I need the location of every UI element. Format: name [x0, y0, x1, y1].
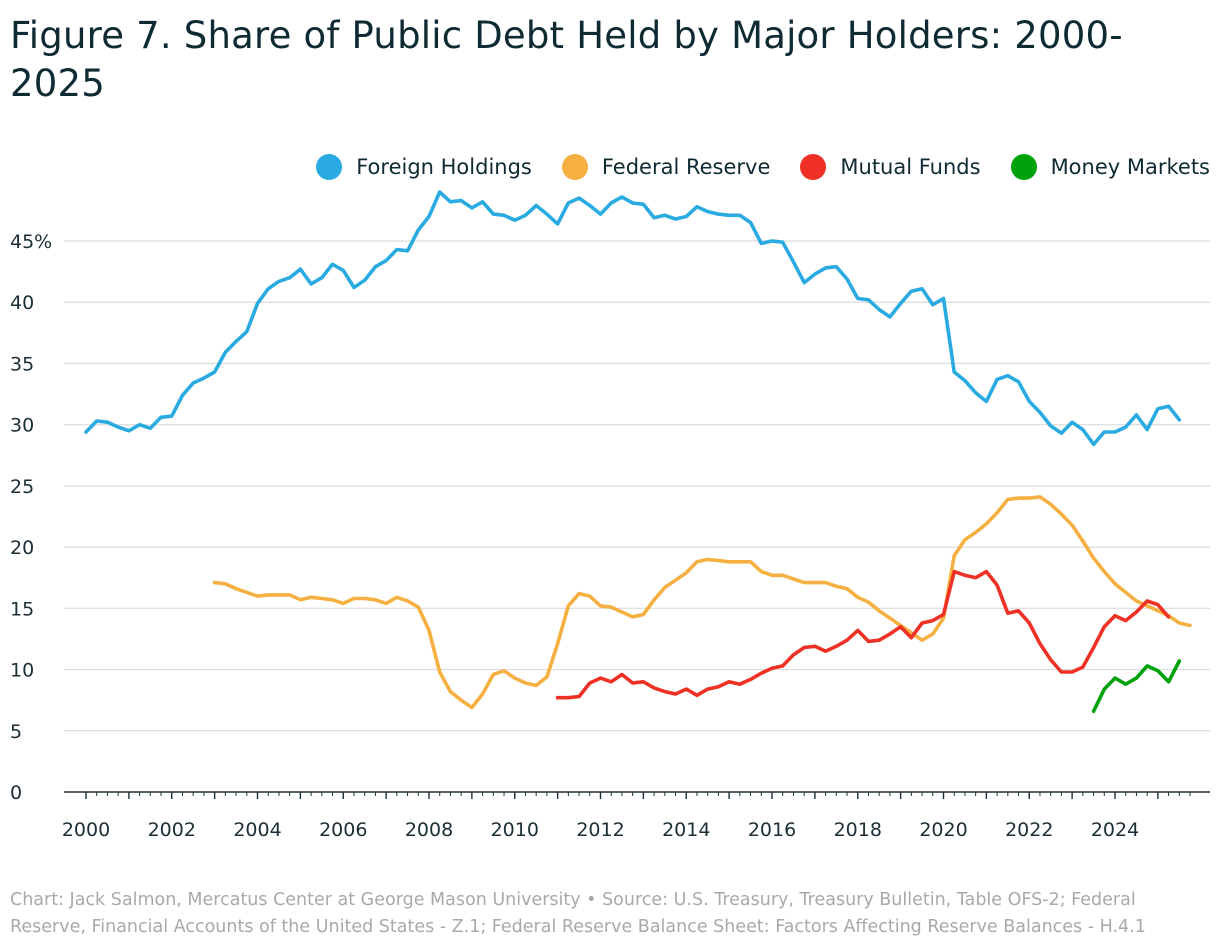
x-tick-label-2020: 2020 — [919, 819, 967, 841]
y-tick-label-30: 30 — [10, 415, 34, 437]
x-tick-label-2000: 2000 — [62, 819, 110, 841]
x-tick-label-2014: 2014 — [662, 819, 710, 841]
y-tick-label-0: 0 — [10, 782, 22, 804]
y-tick-label-15: 15 — [10, 598, 34, 620]
x-tick-label-2002: 2002 — [148, 819, 196, 841]
y-tick-label-5: 5 — [10, 721, 22, 743]
legend-label-money-markets: Money Markets — [1050, 155, 1210, 179]
source-note: Chart: Jack Salmon, Mercatus Center at G… — [10, 890, 1146, 937]
x-tick-label-2012: 2012 — [576, 819, 624, 841]
y-tick-label-35: 35 — [10, 353, 34, 375]
y-tick-label-45: 45% — [10, 231, 52, 253]
legend-item-money-markets: Money Markets — [1010, 154, 1210, 180]
legend-label-federal-reserve: Federal Reserve — [601, 155, 771, 179]
x-tick-label-2024: 2024 — [1091, 819, 1139, 841]
chart-title: Figure 7. Share of Public Debt Held by M… — [10, 14, 1123, 105]
x-tick-label-2022: 2022 — [1005, 819, 1053, 841]
legend-swatch-foreign-holdings — [316, 154, 343, 180]
y-tick-label-25: 25 — [10, 476, 34, 498]
series-line-foreign-holdings — [84, 190, 1182, 447]
x-tick-label-2010: 2010 — [491, 819, 539, 841]
legend-label-foreign-holdings: Foreign Holdings — [356, 155, 532, 179]
x-tick-label-2004: 2004 — [233, 819, 281, 841]
legend-item-mutual-funds: Mutual Funds — [800, 154, 981, 180]
legend: Foreign Holdings Federal Reserve Mutual Fu… — [316, 154, 1210, 180]
legend-item-federal-reserve: Federal Reserve — [561, 154, 771, 180]
x-tick-label-2018: 2018 — [834, 819, 882, 841]
line-chart: 0 5 10 15 20 25 30 35 40 45% 2000 2002 2004 2006 2008 2… — [10, 190, 1210, 841]
legend-swatch-money-markets — [1010, 154, 1037, 180]
series-line-mutual-funds — [555, 569, 1171, 700]
legend-swatch-mutual-funds — [800, 154, 827, 180]
x-tick-label-2006: 2006 — [319, 819, 367, 841]
series-line-federal-reserve — [212, 495, 1192, 710]
y-tick-label-20: 20 — [10, 537, 34, 559]
legend-swatch-federal-reserve — [561, 154, 588, 180]
x-tick-label-2016: 2016 — [748, 819, 796, 841]
legend-label-mutual-funds: Mutual Funds — [840, 155, 981, 179]
y-tick-label-40: 40 — [10, 292, 34, 314]
y-tick-label-10: 10 — [10, 660, 34, 682]
legend-item-foreign-holdings: Foreign Holdings — [316, 154, 532, 180]
series-line-money-markets — [1091, 659, 1182, 714]
x-tick-label-2008: 2008 — [405, 819, 453, 841]
